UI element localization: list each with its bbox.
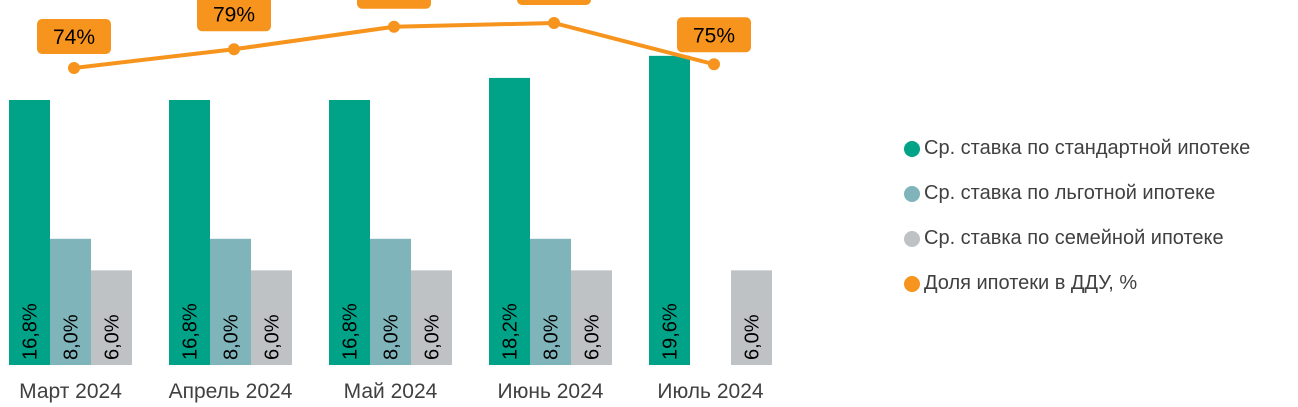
bar-data-label: 16,8% xyxy=(340,303,362,360)
x-tick-label: Июль 2024 xyxy=(657,380,763,403)
bar xyxy=(411,270,452,365)
bar-data-label: 6,0% xyxy=(582,314,604,360)
bar xyxy=(571,270,612,365)
line-point xyxy=(548,17,560,29)
bar xyxy=(329,100,370,365)
line-point xyxy=(388,20,400,33)
legend-marker-icon xyxy=(904,230,920,247)
legend-item: Ср. ставка по льготной ипотеке xyxy=(904,171,1250,216)
bar-data-label: 6,0% xyxy=(102,314,124,360)
line-point xyxy=(228,43,240,56)
legend-label: Доля ипотеки в ДДУ, % xyxy=(924,272,1138,294)
line-data-label-box xyxy=(37,19,111,54)
legend-item: Доля ипотеки в ДДУ, % xyxy=(904,261,1250,306)
line-data-label-box xyxy=(197,0,271,32)
bar-data-label: 6,0% xyxy=(742,314,764,360)
legend-label: Ср. ставка по стандартной ипотеке xyxy=(924,137,1251,159)
line-data-label: 74% xyxy=(53,26,95,49)
bar-data-label: 8,0% xyxy=(541,314,563,360)
x-tick-label: Март 2024 xyxy=(19,380,122,403)
bar-data-label: 16,8% xyxy=(180,303,202,360)
x-tick-label: Май 2024 xyxy=(344,380,438,403)
bar xyxy=(649,55,690,365)
legend-item: Ср. ставка по стандартной ипотеке xyxy=(904,126,1250,171)
bar-data-label: 8,0% xyxy=(221,314,243,360)
bar xyxy=(731,270,772,365)
x-tick-label: Апрель 2024 xyxy=(169,380,293,403)
bar xyxy=(210,238,251,365)
bar xyxy=(50,238,91,365)
x-tick-label: Июнь 2024 xyxy=(498,380,604,403)
line-data-label-box xyxy=(357,0,431,9)
legend-label: Ср. ставка по льготной ипотеке xyxy=(924,182,1216,204)
bar-data-label: 18,2% xyxy=(500,303,522,360)
line-data-label-box xyxy=(677,17,751,53)
bar-data-label: 6,0% xyxy=(262,314,284,360)
legend: Ср. ставка по стандартной ипотеке Ср. ста… xyxy=(904,126,1250,306)
bar xyxy=(530,238,571,365)
bar-data-label: 6,0% xyxy=(422,314,444,360)
line-data-label: 85% xyxy=(373,0,415,4)
line-data-label: 79% xyxy=(213,3,255,26)
line-data-label-box xyxy=(517,0,591,5)
bar xyxy=(489,77,530,366)
legend-marker-icon xyxy=(904,275,920,292)
bar-data-label: 8,0% xyxy=(61,314,83,360)
bar-data-label: 16,8% xyxy=(20,303,42,360)
legend-marker-icon xyxy=(904,185,920,202)
bar xyxy=(251,270,292,365)
line-data-label: 75% xyxy=(693,24,735,47)
bar-data-label: 8,0% xyxy=(381,314,403,360)
bar xyxy=(91,270,132,365)
bar-data-label: 19,6% xyxy=(660,303,682,360)
line-point xyxy=(708,58,720,71)
bar xyxy=(370,238,411,365)
legend-label: Ср. ставка по семейной ипотеке xyxy=(924,227,1224,249)
line-point xyxy=(68,62,80,74)
legend-marker-icon xyxy=(904,140,920,157)
bar xyxy=(9,100,50,365)
bar xyxy=(169,100,210,365)
legend-item: Ср. ставка по семейной ипотеке xyxy=(904,216,1250,261)
